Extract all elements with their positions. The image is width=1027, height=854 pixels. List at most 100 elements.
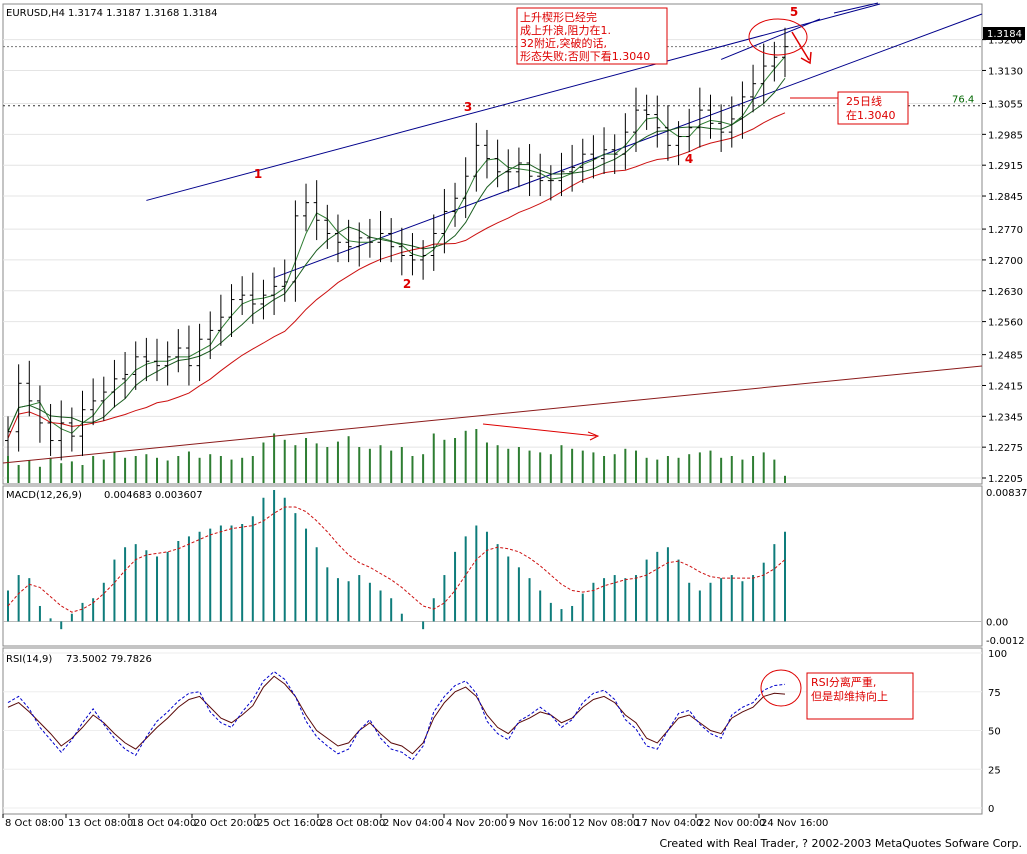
price-bar xyxy=(547,165,554,201)
price-tick-label: 1.2275 xyxy=(988,443,1023,454)
price-bar xyxy=(345,219,352,263)
price-tick-label: 1.3055 xyxy=(988,100,1023,111)
price-bar xyxy=(164,341,171,386)
price-bar xyxy=(303,183,310,232)
price-tick-label: 1.2560 xyxy=(988,318,1023,329)
price-bar xyxy=(643,94,650,130)
macd-panel xyxy=(2,485,983,647)
price-bar xyxy=(505,149,512,192)
price-bar xyxy=(739,81,746,139)
macd-values: 0.004683 0.003607 xyxy=(104,490,203,501)
time-tick-label: 22 Nov 00:00 xyxy=(698,818,765,829)
quote-values: 1.3174 1.3187 1.3168 1.3184 xyxy=(68,8,218,19)
ma-note-box xyxy=(837,91,909,125)
price-bar xyxy=(760,43,767,104)
price-bar xyxy=(398,227,405,276)
price-bar xyxy=(313,180,320,241)
rsi-signal-line xyxy=(7,670,786,761)
footer-credit: Created with Real Trader, ? 2002-2003 Me… xyxy=(659,837,1022,850)
ma-note-line: 在1.3040 xyxy=(846,109,896,122)
price-bar xyxy=(281,259,288,302)
macd-tick-label: -0.0012 xyxy=(986,636,1025,647)
price-bar xyxy=(132,341,139,390)
price-bar xyxy=(515,147,522,188)
wave-label: 3 xyxy=(464,100,472,114)
price-bar xyxy=(154,338,161,382)
price-bar xyxy=(409,233,416,276)
price-tick-label: 1.2985 xyxy=(988,130,1023,141)
price-tick-label: 1.2345 xyxy=(988,412,1023,423)
price-bar xyxy=(324,204,331,249)
price-bar xyxy=(260,279,267,320)
price-bar xyxy=(90,378,97,426)
price-tick-label: 1.3200 xyxy=(988,36,1023,47)
price-bar xyxy=(728,96,735,148)
price-bar xyxy=(239,276,246,315)
rsi-note-box xyxy=(806,672,914,720)
price-bar xyxy=(718,104,725,152)
price-tick-label: 1.2630 xyxy=(988,287,1023,298)
time-tick-label: 2 Nov 04:00 xyxy=(383,818,444,829)
time-tick-label: 12 Nov 08:00 xyxy=(572,818,639,829)
price-tick-label: 1.2205 xyxy=(988,474,1023,485)
price-tick-label: 1.2415 xyxy=(988,381,1023,392)
price-bar xyxy=(111,359,118,408)
price-bar xyxy=(537,153,544,197)
price-bar xyxy=(271,267,278,315)
price-bar xyxy=(143,337,150,382)
long-term-trendline xyxy=(2,365,983,464)
price-bar xyxy=(388,218,395,263)
price-bar xyxy=(686,108,693,152)
wedge-note-line: 上升楔形已经完 xyxy=(520,10,597,24)
volume-trend-arrow-head xyxy=(587,431,600,441)
ma-slow-line xyxy=(7,112,786,439)
last-price-label: 1.3184 xyxy=(987,29,1022,40)
price-bar xyxy=(420,240,427,280)
price-bar xyxy=(366,218,373,258)
macd-title: MACD(12,26,9) xyxy=(6,490,82,501)
price-bar xyxy=(558,152,565,197)
wave-label: 1 xyxy=(254,167,262,181)
rsi-tick-label: 0 xyxy=(988,804,994,815)
price-bar xyxy=(590,135,597,179)
rsi-circle xyxy=(760,669,802,707)
time-tick-label: 13 Oct 08:00 xyxy=(68,818,133,829)
price-tick-label: 1.2915 xyxy=(988,161,1023,172)
time-tick-label: 4 Nov 20:00 xyxy=(446,818,507,829)
price-bar xyxy=(675,121,682,166)
wedge-upper-extension xyxy=(720,18,821,60)
symbol-label: EURUSD,H4 xyxy=(6,8,65,19)
ma-mid-line xyxy=(7,77,786,432)
rsi-tick-label: 100 xyxy=(988,649,1007,660)
price-bar xyxy=(228,284,235,338)
price-tick-label: 1.2485 xyxy=(988,351,1023,362)
price-bar xyxy=(452,182,459,227)
price-bar xyxy=(217,294,224,346)
price-bar xyxy=(47,403,54,456)
price-bar xyxy=(68,407,75,452)
rsi-tick-label: 25 xyxy=(988,765,1001,776)
price-bar xyxy=(100,376,107,421)
price-bar xyxy=(249,272,256,324)
rsi-values: 73.5002 79.7826 xyxy=(66,654,152,665)
price-bar xyxy=(654,95,661,148)
wedge-note-line: 形态失败;否则下看1.3040 xyxy=(520,49,650,63)
time-tick-label: 20 Oct 20:00 xyxy=(194,818,259,829)
price-bar xyxy=(462,157,469,219)
price-bar xyxy=(122,351,129,399)
price-tick-label: 1.2700 xyxy=(988,256,1023,267)
price-bar xyxy=(377,211,384,263)
price-bar xyxy=(696,87,703,148)
price-bar xyxy=(771,41,778,82)
wave-label: 4 xyxy=(685,152,693,166)
wedge-note-line: 成上升浪,阻力在1. xyxy=(520,23,611,37)
price-bar xyxy=(334,214,341,263)
down-arrow-head xyxy=(800,51,812,65)
price-bar xyxy=(175,329,182,373)
ma-note-line: 25日线 xyxy=(846,94,882,108)
wedge-lower-trendline xyxy=(273,13,983,279)
volume-trend-arrow xyxy=(482,423,597,437)
macd-tick-label: 0.00 xyxy=(986,617,1008,628)
time-tick-label: 18 Oct 04:00 xyxy=(131,818,196,829)
